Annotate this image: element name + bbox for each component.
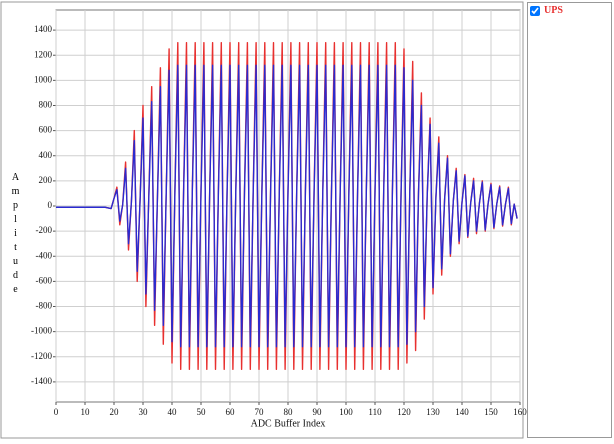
y-tick-label: -800 xyxy=(36,301,53,311)
y-tick-label: -400 xyxy=(36,250,53,260)
legend-label: UPS xyxy=(544,5,563,16)
x-tick-label: 150 xyxy=(484,407,498,417)
series-line xyxy=(56,64,518,348)
x-tick-label: 50 xyxy=(197,407,207,417)
y-tick-label: -1000 xyxy=(31,326,52,336)
x-tick-label: 130 xyxy=(426,407,440,417)
x-tick-label: 160 xyxy=(513,407,527,417)
x-tick-label: 0 xyxy=(54,407,59,417)
y-tick-label: 400 xyxy=(39,150,53,160)
y-tick-label: 800 xyxy=(39,100,53,110)
y-tick-label: 1000 xyxy=(34,74,53,84)
y-tick-label: 200 xyxy=(39,175,53,185)
x-tick-label: 100 xyxy=(339,407,353,417)
legend: UPS xyxy=(527,2,612,438)
x-tick-label: 20 xyxy=(110,407,120,417)
x-tick-label: 90 xyxy=(313,407,323,417)
y-axis-label: Amplitude xyxy=(10,172,21,298)
x-tick-label: 120 xyxy=(397,407,411,417)
x-tick-label: 60 xyxy=(226,407,236,417)
x-axis-label: ADC Buffer Index xyxy=(251,418,326,429)
x-tick-label: 10 xyxy=(81,407,91,417)
x-tick-label: 40 xyxy=(168,407,178,417)
x-tick-label: 80 xyxy=(284,407,294,417)
x-tick-label: 70 xyxy=(255,407,265,417)
y-tick-label: 0 xyxy=(48,200,53,210)
x-tick-label: 30 xyxy=(139,407,149,417)
x-tick-label: 110 xyxy=(368,407,382,417)
legend-entry[interactable]: UPS xyxy=(530,5,563,16)
y-tick-label: 1400 xyxy=(34,24,53,34)
y-tick-label: -1400 xyxy=(31,376,52,386)
y-tick-label: -600 xyxy=(36,275,53,285)
y-tick-label: -200 xyxy=(36,225,53,235)
y-tick-label: 600 xyxy=(39,125,53,135)
y-tick-label: 1200 xyxy=(34,49,53,59)
y-tick-label: -1200 xyxy=(31,351,52,361)
series-toggle[interactable] xyxy=(530,5,540,16)
x-tick-label: 140 xyxy=(455,407,469,417)
